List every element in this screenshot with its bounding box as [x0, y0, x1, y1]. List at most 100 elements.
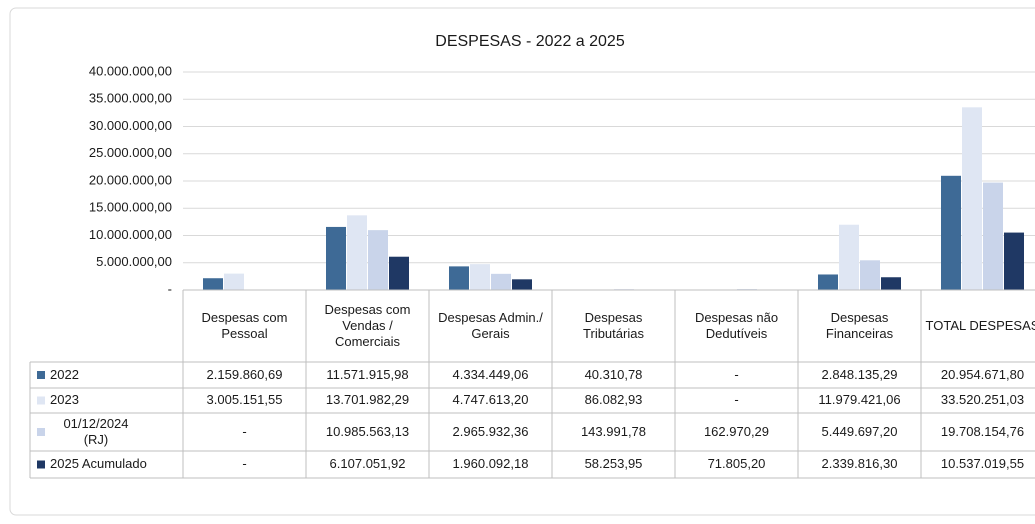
bar: [512, 279, 532, 290]
x-tick-label: TOTAL DESPESAS: [925, 317, 1035, 333]
table-value-box: 162.970,29: [703, 423, 770, 439]
table-value-box: 11.571.915,98: [326, 366, 409, 382]
x-tick-label: Despesas Financeiras: [825, 309, 894, 341]
table-value-box: -: [242, 456, 247, 472]
table-value-box: 71.805,20: [708, 456, 766, 471]
table-value: 2.965.932,36: [452, 423, 529, 439]
table-value-box: 33.520.251,03: [940, 392, 1025, 408]
legend-swatch: [37, 428, 45, 436]
x-tick-label-box: Despesas Tributárias: [583, 309, 644, 341]
table-value: 2.339.816,30: [821, 456, 898, 472]
bar: [983, 182, 1003, 290]
legend-label-box: 2025 Acumulado: [50, 456, 147, 472]
table-value-box: 10.985.563,13: [325, 423, 410, 439]
bar: [881, 277, 901, 290]
table-value: 10.985.563,13: [325, 423, 410, 439]
bar: [962, 107, 982, 290]
table-value: 3.005.151,55: [206, 392, 283, 408]
table-value-box: 86.082,93: [584, 392, 643, 408]
table-value: 86.082,93: [584, 392, 643, 408]
table-value-box: 5.449.697,20: [821, 423, 898, 439]
table-value-box: 20.954.671,80: [940, 366, 1025, 382]
bar: [1004, 232, 1024, 290]
bar: [449, 266, 469, 290]
table-value: -: [734, 366, 739, 382]
table-value: 143.991,78: [580, 423, 647, 439]
legend-swatch: [37, 371, 45, 379]
table-value-box: 2.339.816,30: [821, 456, 898, 472]
table-value-box: -: [734, 366, 739, 382]
legend-label-box: 01/12/2024 (RJ): [63, 415, 129, 447]
table-value: 11.571.915,98: [326, 366, 409, 382]
legend-label-box: 2023: [50, 392, 79, 408]
x-tick-label: Despesas com Pessoal: [201, 309, 288, 341]
x-tick-label-box: Despesas com Pessoal: [201, 309, 288, 341]
x-tick-label: Despesas não Dedutíveis: [694, 309, 779, 341]
table-value: 162.970,29: [703, 423, 770, 439]
x-tick-label-box: Despesas Admin./ Gerais: [438, 309, 543, 341]
table-value-box: 19.708.154,76: [940, 423, 1025, 439]
table-value-box: -: [242, 423, 247, 439]
chart-title: DESPESAS - 2022 a 2025: [435, 33, 625, 50]
table-value: 6.107.051,92: [329, 456, 406, 472]
y-tick-label: -: [168, 281, 172, 296]
legend-label: 01/12/2024 (RJ): [63, 415, 129, 447]
bar: [941, 175, 961, 290]
y-tick-label: 25.000.000,00: [89, 145, 172, 160]
legend-swatch: [37, 460, 45, 469]
table-value: 1.960.092,18: [452, 456, 529, 472]
table-value-box: 40.310,78: [584, 366, 643, 382]
bar: [860, 260, 880, 290]
bar: [839, 224, 859, 290]
table-value: 20.954.671,80: [940, 366, 1025, 382]
bar: [326, 226, 346, 290]
legend-label: 2025 Acumulado: [50, 456, 147, 472]
table-value: 40.310,78: [584, 366, 643, 382]
y-tick-label: 35.000.000,00: [89, 91, 172, 106]
table-value: 5.449.697,20: [821, 423, 898, 439]
x-tick-label-box: Despesas não Dedutíveis: [694, 309, 779, 341]
legend-label: 2023: [50, 392, 79, 408]
table-value-box: -: [734, 392, 739, 408]
x-tick-label-box: Despesas com Vendas / Comerciais: [325, 302, 411, 350]
y-tick-label: 40.000.000,00: [89, 63, 172, 78]
table-value-box: 143.991,78: [580, 423, 647, 439]
table-value: 58.253,95: [584, 456, 643, 472]
bar: [203, 278, 223, 290]
legend-swatch: [37, 396, 45, 405]
bar: [491, 273, 511, 290]
table-value-box: 2.965.932,36: [452, 423, 529, 439]
bar: [224, 273, 244, 290]
table-value: -: [242, 423, 247, 439]
table-value: 2.159.860,69: [206, 366, 283, 382]
table-value: 10.537.019,55: [940, 456, 1025, 472]
x-tick-label: Despesas Admin./ Gerais: [438, 309, 543, 341]
table-value-box: 58.253,95: [584, 456, 643, 472]
x-tick-label-box: TOTAL DESPESAS: [925, 317, 1035, 333]
legend-label: 2022: [50, 366, 79, 382]
table-value-box: 2.848.135,29: [821, 366, 898, 382]
x-tick-label: Despesas Tributárias: [583, 309, 644, 341]
table-value-box: 3.005.151,55: [206, 392, 283, 408]
table-value: -: [734, 392, 739, 408]
y-tick-label: 20.000.000,00: [89, 172, 172, 187]
table-value-box: 2.159.860,69: [206, 366, 283, 382]
bar: [818, 274, 838, 290]
table-value: -: [242, 456, 247, 472]
y-tick-label: 10.000.000,00: [89, 227, 172, 242]
table-value: 4.334.449,06: [452, 366, 529, 382]
y-tick-label: 30.000.000,00: [89, 118, 172, 133]
table-value: 33.520.251,03: [940, 392, 1025, 408]
table-value: 2.848.135,29: [821, 366, 898, 382]
table-value-box: 10.537.019,55: [940, 456, 1025, 472]
y-tick-label: 15.000.000,00: [89, 200, 172, 215]
x-tick-label-box: Despesas Financeiras: [825, 309, 894, 341]
table-value: 19.708.154,76: [940, 423, 1025, 439]
table-value-box: 4.747.613,20: [452, 392, 529, 408]
table-value: 4.747.613,20: [452, 392, 529, 408]
bar: [368, 230, 388, 290]
table-value: 11.979.421,06: [818, 392, 901, 408]
bar: [470, 264, 490, 290]
table-value-box: 6.107.051,92: [329, 456, 406, 472]
